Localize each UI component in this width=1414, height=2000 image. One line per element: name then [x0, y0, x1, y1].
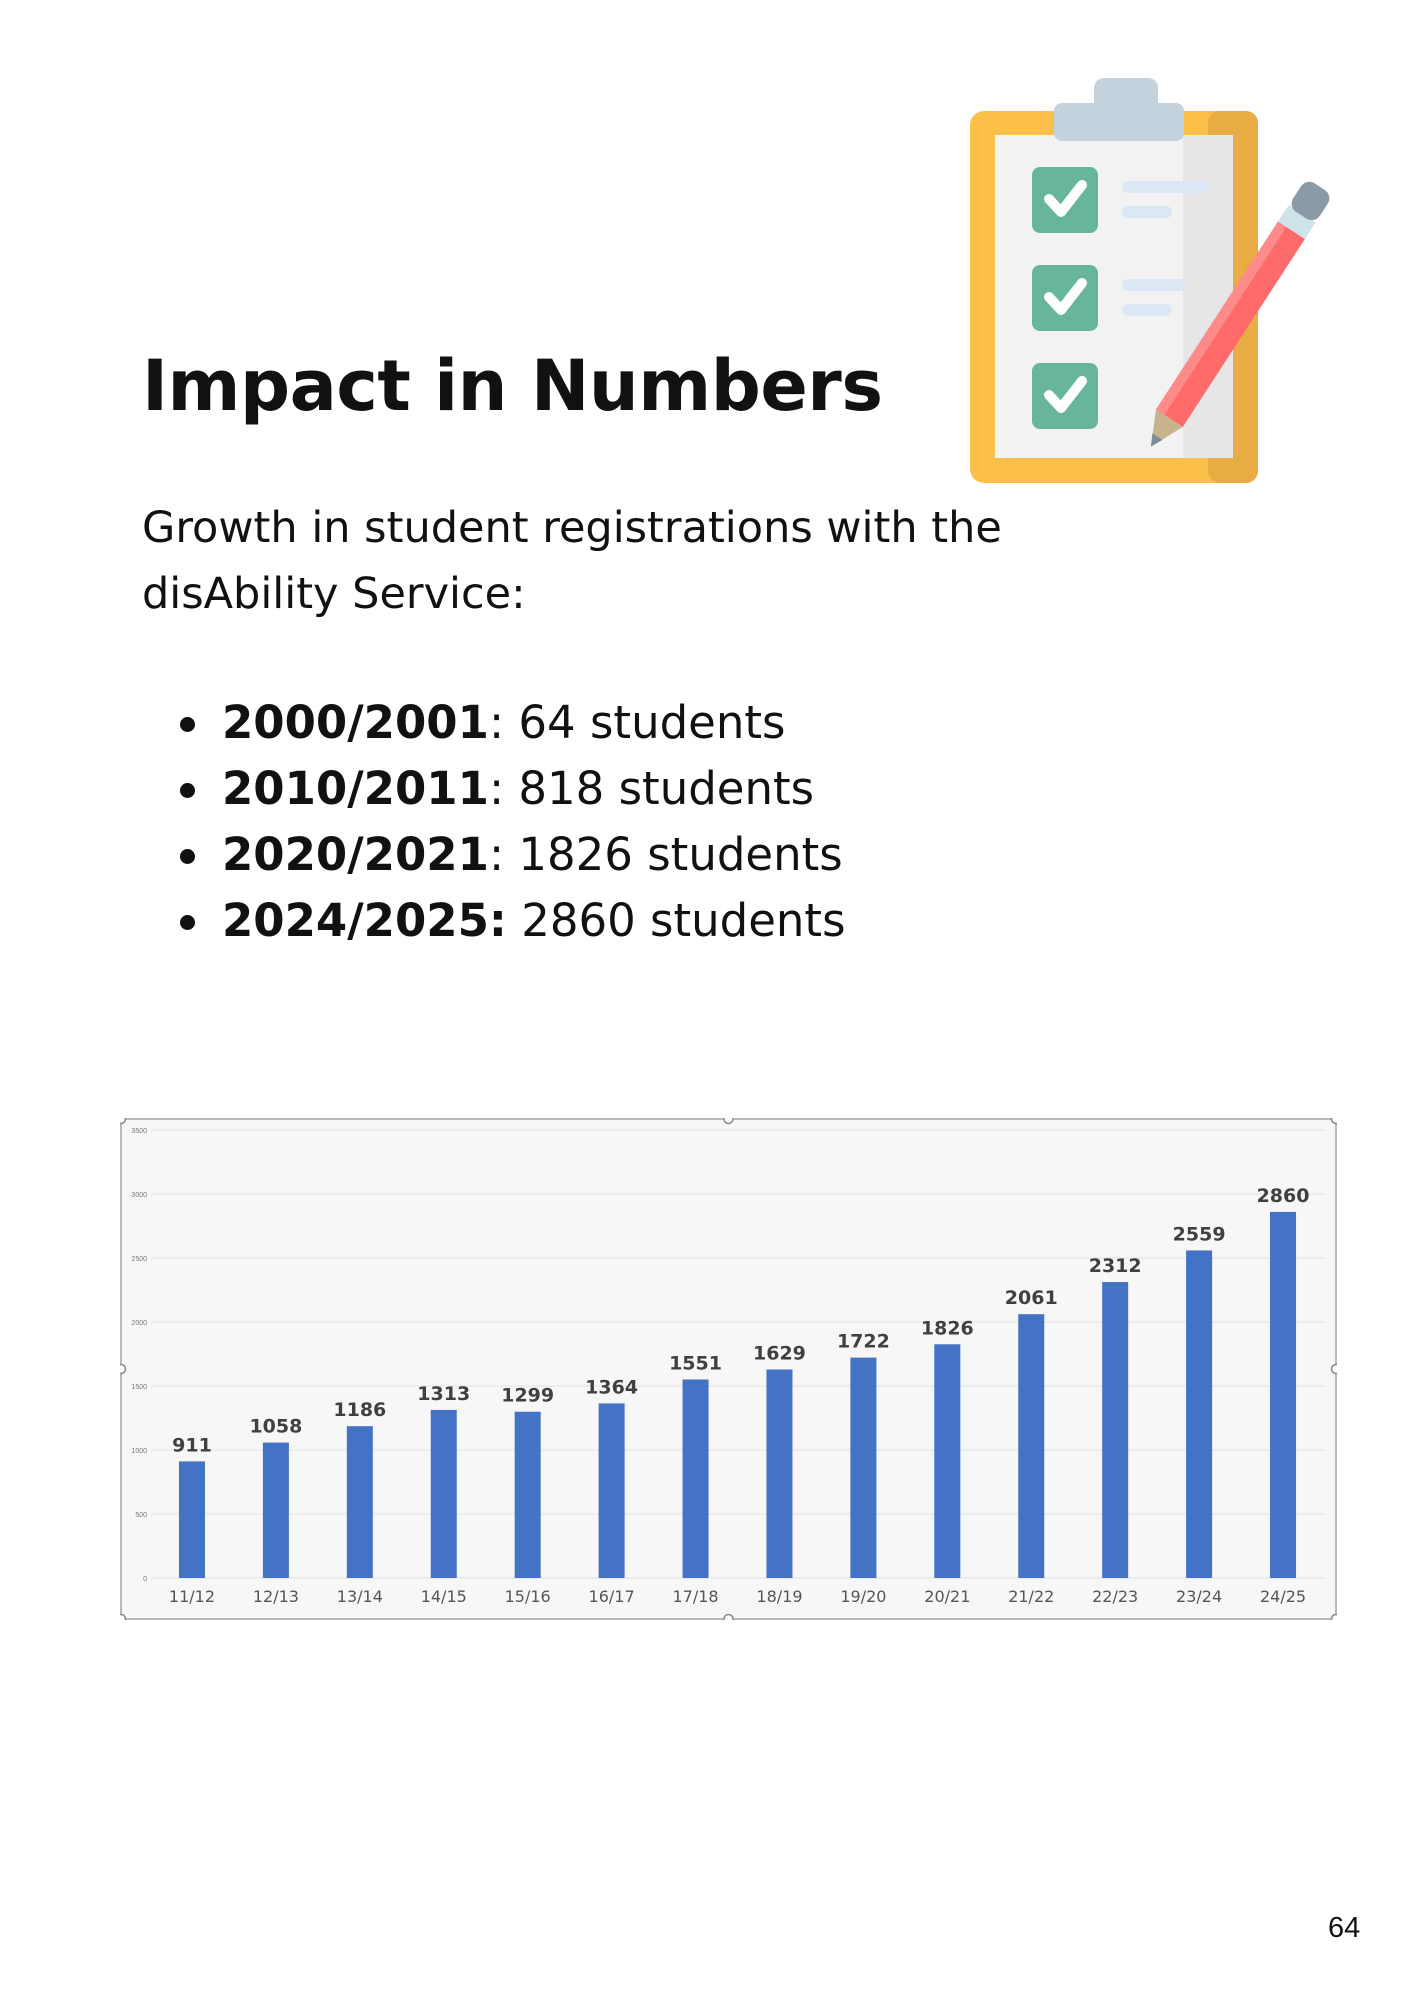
x-tick-label: 24/25 [1260, 1587, 1306, 1606]
data-label: 1551 [669, 1352, 722, 1374]
bar [1102, 1282, 1129, 1578]
pencil-icon [1150, 181, 1330, 447]
stat-item: 2010/2011: 818 students [180, 756, 846, 822]
data-label: 2312 [1089, 1255, 1142, 1277]
stat-item: 2024/2025: 2860 students [180, 888, 846, 954]
bar [514, 1411, 541, 1578]
y-tick-label: 2500 [131, 1256, 147, 1263]
stat-count: 1826 students [504, 828, 843, 881]
y-tick-label: 2000 [131, 1320, 147, 1327]
x-tick-label: 11/12 [169, 1587, 215, 1606]
bar [178, 1461, 205, 1578]
stat-year: 2000/2001 [222, 696, 489, 749]
chart-svg: 0 500 1000 1500 2000 2500 3000 3500 911 11/12 1058… [120, 1118, 1337, 1620]
data-label: 2860 [1257, 1185, 1310, 1207]
intro-text: Growth in student registrations with the… [142, 503, 1002, 619]
resize-handle [723, 1118, 734, 1125]
resize-handle [120, 1363, 127, 1375]
bar [682, 1379, 709, 1578]
resize-handle [1330, 1118, 1337, 1125]
y-tick-label: 3000 [131, 1192, 147, 1199]
y-tick-label: 1000 [131, 1448, 147, 1455]
bar [430, 1409, 457, 1578]
bar [598, 1403, 625, 1578]
data-label: 2061 [1005, 1287, 1058, 1309]
check-box-icon [1032, 265, 1098, 331]
x-tick-label: 21/22 [1008, 1587, 1054, 1606]
data-label: 1058 [249, 1416, 302, 1438]
stat-year: 2010/2011 [222, 762, 489, 815]
stat-separator: : [488, 696, 505, 749]
x-tick-label: 19/20 [840, 1587, 886, 1606]
registrations-bar-chart[interactable]: 0 500 1000 1500 2000 2500 3000 3500 911 11/12 1058… [120, 1118, 1337, 1620]
stat-item: 2000/2001: 64 students [180, 690, 846, 756]
x-tick-label: 14/15 [421, 1587, 467, 1606]
resize-handle [120, 1613, 127, 1620]
data-label: 911 [172, 1434, 212, 1456]
data-label: 1299 [501, 1385, 554, 1407]
resize-handle [1330, 1613, 1337, 1620]
data-label: 1629 [753, 1342, 806, 1364]
bar [262, 1442, 289, 1578]
resize-handle [723, 1613, 734, 1620]
stat-item: 2020/2021: 1826 students [180, 822, 846, 888]
bar [346, 1426, 373, 1578]
data-label: 1722 [837, 1331, 890, 1353]
check-box-icon [1032, 167, 1098, 233]
clipboard-checklist-icon [970, 75, 1330, 490]
bar [934, 1344, 961, 1578]
bar [1186, 1250, 1213, 1578]
y-tick-label: 3500 [131, 1128, 147, 1135]
bar [850, 1357, 877, 1578]
x-tick-label: 17/18 [672, 1587, 718, 1606]
bar [1270, 1211, 1297, 1578]
x-tick-label: 20/21 [924, 1587, 970, 1606]
chart-frame-border [120, 1118, 1337, 1620]
stat-count: 818 students [504, 762, 815, 815]
check-box-icon [1032, 363, 1098, 429]
x-tick-label: 23/24 [1176, 1587, 1222, 1606]
x-tick-label: 18/19 [756, 1587, 802, 1606]
data-label: 2559 [1173, 1223, 1226, 1245]
page-title: Impact in Numbers [142, 345, 883, 427]
stat-separator: : [488, 762, 505, 815]
resize-handle [1330, 1363, 1337, 1375]
x-tick-label: 12/13 [253, 1587, 299, 1606]
y-tick-label: 500 [135, 1512, 147, 1519]
stat-count: 64 students [504, 696, 786, 749]
data-label: 1186 [333, 1399, 386, 1421]
registration-stats-list: 2000/2001: 64 students 2010/2011: 818 st… [180, 690, 846, 954]
y-tick-label: 1500 [131, 1384, 147, 1391]
y-tick-label: 0 [143, 1576, 147, 1583]
stat-separator: : [488, 828, 505, 881]
data-label: 1364 [585, 1376, 638, 1398]
x-tick-label: 15/16 [505, 1587, 551, 1606]
stat-year: 2020/2021 [222, 828, 489, 881]
data-label: 1313 [417, 1383, 470, 1405]
x-tick-label: 16/17 [589, 1587, 635, 1606]
x-tick-label: 13/14 [337, 1587, 383, 1606]
data-label: 1826 [921, 1317, 974, 1339]
resize-handle [120, 1118, 127, 1125]
stat-count: 2860 students [506, 894, 846, 947]
bar [1018, 1314, 1045, 1578]
x-tick-label: 22/23 [1092, 1587, 1138, 1606]
page-number: 64 [1328, 1912, 1361, 1944]
stat-year: 2024/2025: [222, 894, 507, 947]
bar [766, 1369, 793, 1578]
